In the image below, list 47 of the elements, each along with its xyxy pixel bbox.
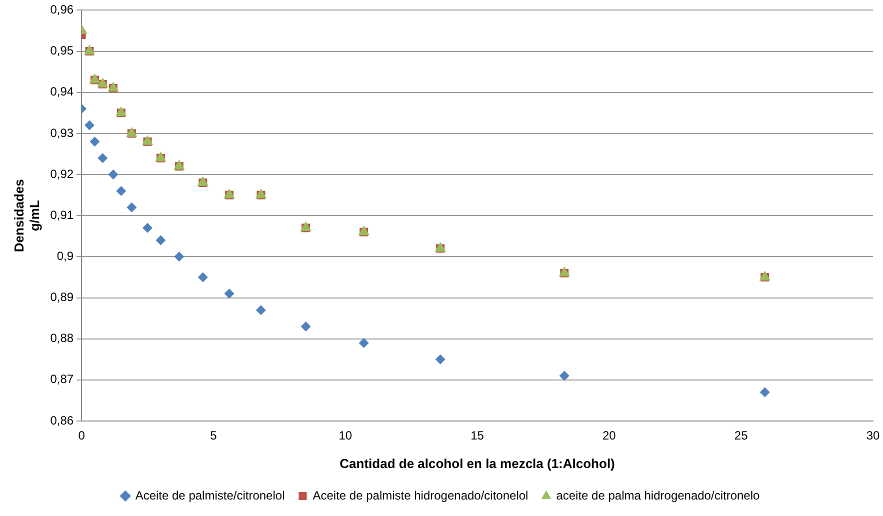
point <box>116 106 127 116</box>
point <box>108 82 119 92</box>
point <box>84 44 96 55</box>
x-tick-label: 10 <box>338 428 352 443</box>
y-tick-label: 0,93 <box>50 126 74 140</box>
legend-label: Aceite de palmiste/citronelol <box>135 488 285 502</box>
y-tick-label: 0,89 <box>50 290 74 304</box>
point <box>126 202 137 212</box>
point <box>760 387 770 398</box>
y-tick-label: 0,87 <box>50 372 74 386</box>
y-tick-label: 0,86 <box>50 413 74 428</box>
y-axis-title: Densidades g/mL <box>11 179 42 252</box>
y-tick-label: 0,94 <box>50 84 74 99</box>
x-tick-label: 25 <box>734 428 748 443</box>
y-tick-label: 0,88 <box>50 331 74 346</box>
point <box>198 272 208 282</box>
point <box>174 252 184 262</box>
point <box>434 242 446 252</box>
point <box>300 221 312 232</box>
point <box>256 305 266 316</box>
point <box>116 186 126 196</box>
point <box>300 322 311 332</box>
point <box>358 338 369 348</box>
x-tick-label: 5 <box>210 428 218 443</box>
point <box>98 153 108 164</box>
point <box>559 370 570 381</box>
x-axis-title: Cantidad de alcohol en la mezcla (1:Alcohol) <box>340 456 615 471</box>
y-tick-label: 0,92 <box>50 166 74 181</box>
legend-label: aceite de palma hidrogenado/citronelo <box>556 488 760 502</box>
x-tick-label: 15 <box>470 428 484 443</box>
point <box>126 126 138 137</box>
y-tick-label: 0,91 <box>50 208 74 222</box>
y-tick-label: 0,96 <box>50 2 74 17</box>
point <box>224 288 234 299</box>
x-tick-label: 30 <box>866 428 880 443</box>
point <box>142 222 153 233</box>
point <box>435 354 446 364</box>
y-tick-label: 0,9 <box>56 248 74 263</box>
point <box>156 235 166 246</box>
x-tick-label: 20 <box>602 428 616 443</box>
x-tick-label: 0 <box>78 428 86 443</box>
point <box>108 170 118 180</box>
point <box>174 160 185 170</box>
point <box>90 136 100 147</box>
y-tick-label: 0,95 <box>50 44 74 58</box>
legend-label: Aceite de palmiste hidrogenado/citonelol <box>312 488 528 502</box>
point <box>84 120 94 130</box>
